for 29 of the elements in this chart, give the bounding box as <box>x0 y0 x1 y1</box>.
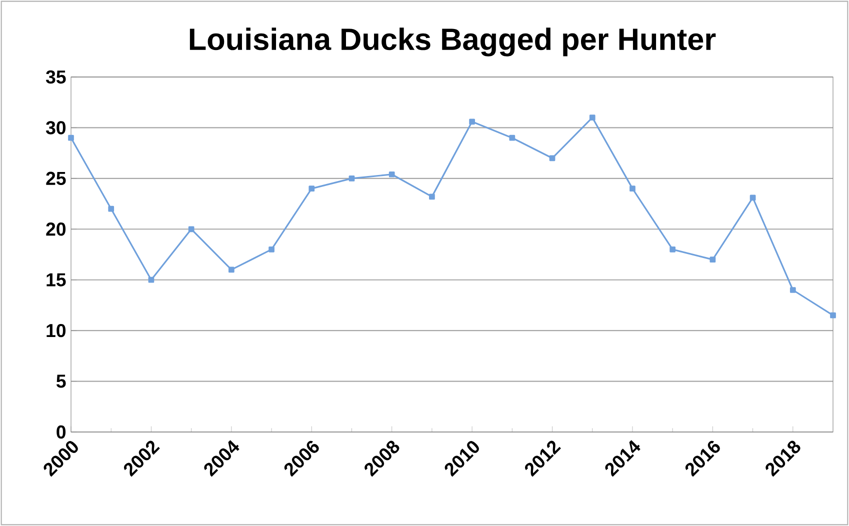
point <box>710 256 716 263</box>
y-tick-label: 0 <box>56 425 66 439</box>
point <box>630 186 636 192</box>
point <box>268 246 274 252</box>
point <box>429 194 435 200</box>
chart-title: Louisiana Ducks Bagged per Hunter <box>190 28 716 56</box>
point <box>348 176 355 182</box>
point <box>188 226 194 232</box>
y-tick-label: 35 <box>46 70 66 84</box>
y-tick-label: 20 <box>46 222 66 236</box>
point <box>750 194 756 201</box>
y-tick-label: 30 <box>46 121 66 134</box>
point <box>469 118 475 125</box>
point <box>670 246 676 252</box>
point <box>228 266 234 273</box>
point <box>148 276 154 283</box>
point <box>790 287 796 293</box>
y-tick-label: 5 <box>56 374 66 388</box>
y-tick-label: 10 <box>46 324 66 338</box>
y-tick-label: 25 <box>46 172 66 186</box>
point <box>388 171 395 178</box>
point <box>108 206 114 212</box>
point <box>68 134 74 141</box>
point <box>589 114 596 121</box>
point <box>509 134 516 141</box>
point <box>549 155 556 162</box>
point <box>308 186 315 192</box>
point <box>830 312 836 318</box>
y-tick-label: 15 <box>46 273 66 286</box>
